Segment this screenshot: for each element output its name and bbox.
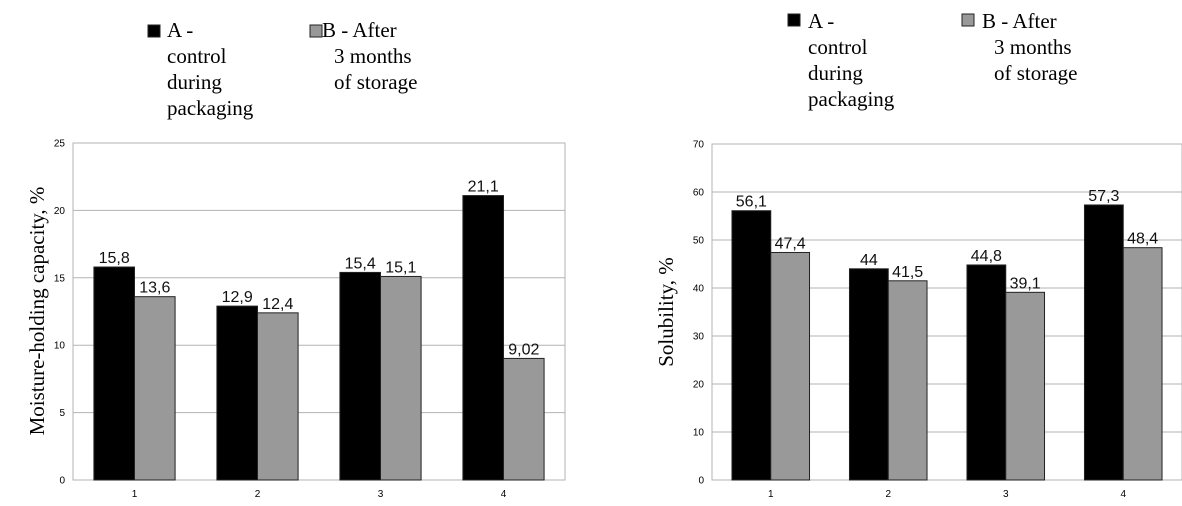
data-label: 21,1 (468, 179, 499, 196)
bar-series-b-cat-2 (258, 313, 299, 480)
bar-series-b-cat-3 (1006, 292, 1045, 480)
legend-label: of storage (334, 70, 417, 94)
y-tick-label: 40 (693, 284, 705, 295)
y-axis-title: Solubility, % (654, 257, 678, 366)
y-tick-label: 0 (698, 476, 704, 487)
data-label: 39,1 (1010, 275, 1041, 292)
bar-series-b-cat-4 (1123, 248, 1162, 480)
y-tick-label: 25 (54, 139, 66, 150)
x-tick-label: 4 (501, 489, 507, 500)
bar-series-a-cat-1 (94, 267, 135, 480)
legend-label: packaging (167, 96, 254, 120)
legend-label: during (167, 70, 222, 94)
x-tick-label: 4 (1120, 489, 1126, 500)
legend-label: control (808, 35, 868, 59)
data-label: 15,1 (385, 259, 416, 276)
data-label: 12,9 (222, 289, 253, 306)
y-tick-label: 20 (54, 206, 66, 217)
legend-swatch (962, 14, 974, 26)
data-label: 9,02 (508, 341, 539, 358)
legend-label: A - (167, 18, 193, 42)
y-tick-label: 70 (693, 140, 705, 151)
bar-series-b-cat-4 (504, 358, 545, 480)
y-tick-label: 50 (693, 236, 705, 247)
x-tick-label: 1 (768, 489, 774, 500)
data-label: 56,1 (736, 194, 767, 211)
legend-swatch (788, 14, 800, 26)
y-tick-label: 5 (59, 408, 65, 419)
bar-series-a-cat-1 (732, 211, 771, 480)
data-label: 41,5 (892, 264, 923, 281)
data-label: 13,6 (139, 280, 170, 297)
data-label: 44,8 (971, 248, 1002, 265)
y-tick-label: 20 (693, 380, 705, 391)
x-tick-label: 1 (132, 489, 138, 500)
y-tick-label: 10 (54, 341, 66, 352)
data-label: 15,4 (345, 255, 376, 272)
bar-series-a-cat-3 (340, 272, 381, 480)
bar-series-b-cat-3 (381, 276, 422, 480)
data-label: 12,4 (262, 296, 293, 313)
legend-label: packaging (808, 87, 895, 111)
bar-series-a-cat-4 (1084, 205, 1123, 480)
bar-series-b-cat-2 (888, 281, 927, 480)
data-label: 44 (860, 252, 878, 269)
y-axis-title: Moisture-holding capacity, % (25, 187, 49, 436)
legend-swatch (310, 25, 322, 37)
x-tick-label: 2 (255, 489, 261, 500)
y-tick-label: 0 (59, 476, 65, 487)
data-label: 48,4 (1127, 231, 1158, 248)
data-label: 15,8 (99, 250, 130, 267)
legend-swatch (148, 25, 160, 37)
legend-label: control (167, 44, 227, 68)
y-tick-label: 60 (693, 188, 705, 199)
x-tick-label: 2 (885, 489, 891, 500)
bar-series-b-cat-1 (771, 252, 810, 480)
bar-series-a-cat-2 (217, 306, 258, 480)
data-label: 57,3 (1088, 188, 1119, 205)
bar-series-a-cat-4 (463, 196, 504, 480)
y-tick-label: 15 (54, 273, 66, 284)
legend-label: B - After (982, 9, 1057, 33)
y-tick-label: 10 (693, 428, 705, 439)
data-label: 47,4 (775, 235, 806, 252)
legend-label: B - After (322, 18, 397, 42)
chart-1: 0 5 10 15 20 25 15,8 13,6 1 12,9 12,4 2 15,4 15,1 3 21,… (25, 18, 565, 500)
legend-label: during (808, 61, 863, 85)
x-tick-label: 3 (1003, 489, 1009, 500)
chart-2: 0 10 20 30 40 50 60 70 56,1 47,4 1 44 41,5 2 44,8 39,1 3… (654, 9, 1182, 500)
legend-label: of storage (994, 61, 1077, 85)
legend-label: 3 months (334, 44, 412, 68)
legend-label: 3 months (994, 35, 1072, 59)
bar-series-b-cat-1 (135, 297, 176, 480)
legend-label: A - (808, 9, 834, 33)
y-tick-label: 30 (693, 332, 705, 343)
x-tick-label: 3 (378, 489, 384, 500)
bar-series-a-cat-3 (967, 265, 1006, 480)
bar-series-a-cat-2 (849, 269, 888, 480)
